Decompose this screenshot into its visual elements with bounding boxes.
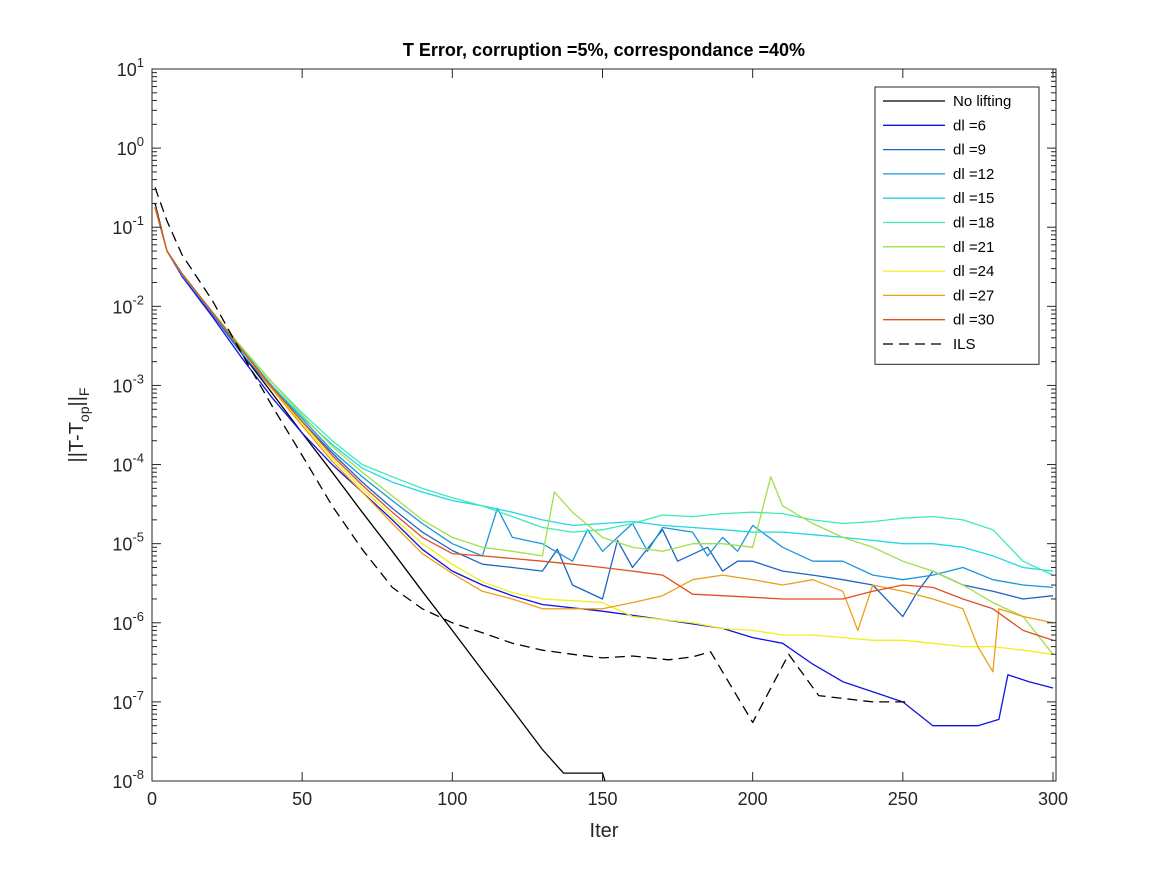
x-tick-label: 150: [587, 789, 617, 809]
series-line-8: [154, 206, 1054, 673]
y-tick-label: 10-2: [112, 292, 144, 317]
series-line-9: [154, 206, 1054, 641]
legend-label: dl =6: [953, 117, 986, 134]
x-tick-label: 300: [1038, 789, 1068, 809]
legend-label: dl =24: [953, 263, 994, 280]
x-tick-label: 0: [147, 789, 157, 809]
y-tick-label: 100: [117, 134, 144, 159]
legend-label: dl =15: [953, 190, 994, 207]
x-axis: 0 50 100 150 200 250 300: [147, 69, 1068, 809]
x-tick-label: 50: [292, 789, 312, 809]
y-tick-label: 10-7: [112, 688, 144, 713]
legend-label: dl =12: [953, 166, 994, 183]
y-axis-label: ||T-Top||F: [66, 388, 92, 463]
series-line-6: [154, 206, 1054, 655]
x-axis-label: Iter: [590, 820, 619, 842]
legend-label: No lifting: [953, 93, 1011, 110]
axes-box: [151, 68, 1057, 782]
legend-box: [874, 86, 1040, 365]
series-line-1: [154, 206, 1054, 727]
x-tick-label: 100: [437, 789, 467, 809]
series-line-3: [154, 206, 1054, 589]
y-axis: 10-8 10-7 10-6 10-5 10-4 10-3 10-2 10-1 100 101: [112, 55, 1056, 792]
series-group: [154, 187, 1054, 781]
legend-label: dl =18: [953, 215, 994, 232]
y-tick-label: 10-8: [112, 767, 144, 792]
x-tick-label: 250: [888, 789, 918, 809]
y-tick-label: 10-6: [112, 609, 144, 634]
legend-label: dl =27: [953, 287, 994, 304]
y-tick-label: 101: [117, 55, 144, 80]
legend-label: dl =9: [953, 142, 986, 159]
y-tick-label: 10-5: [112, 530, 144, 555]
legend-label: dl =21: [953, 239, 994, 256]
legend-label: dl =30: [953, 312, 994, 329]
legend: No lifting dl =6 dl =9 dl =12 dl =15 dl =18 dl…: [874, 86, 1040, 365]
chart-title: T Error, corruption =5%, correspondance …: [403, 40, 805, 60]
y-tick-label: 10-3: [112, 371, 144, 396]
x-tick-label: 200: [738, 789, 768, 809]
y-tick-label: 10-1: [112, 213, 144, 238]
series-line-10: [154, 187, 909, 724]
y-tick-label: 10-4: [112, 451, 144, 476]
legend-label: ILS: [953, 336, 976, 353]
